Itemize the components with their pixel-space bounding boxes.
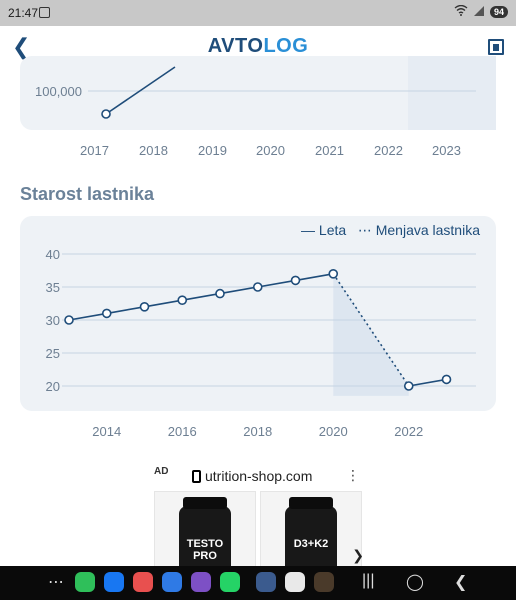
facebook-app-icon[interactable]	[104, 572, 124, 592]
wifi-icon	[454, 4, 468, 19]
x-tick-label: 2021	[315, 143, 344, 158]
x-tick-label: 2018	[243, 424, 272, 439]
chart-legend: — Leta ⋯ Menjava lastnika	[301, 222, 480, 239]
y-tick-label: 40	[46, 247, 60, 262]
messages-app-icon[interactable]	[162, 572, 182, 592]
data-point	[101, 308, 112, 319]
legend-solid-icon: —	[301, 222, 316, 238]
brand-logo-icon	[192, 470, 201, 483]
ad-product[interactable]: D3+K2	[260, 491, 362, 567]
battery-icon: 94	[489, 6, 508, 18]
recent-apps-icon[interactable]: |||	[362, 572, 375, 589]
chevron-right-icon[interactable]: ❯	[352, 547, 364, 563]
x-tick-label: 2016	[168, 424, 197, 439]
y-tick-label: 35	[46, 280, 60, 295]
data-point	[215, 288, 225, 299]
supplement-bottle: D3+K2	[285, 497, 337, 566]
supplement-bottle: TESTO PRO	[179, 497, 231, 566]
owner-change-shade	[333, 273, 409, 396]
ad-domain[interactable]: utrition-shop.com	[192, 468, 312, 484]
viber-app-icon[interactable]	[191, 572, 211, 592]
mileage-series-line	[105, 66, 176, 115]
x-tick-label: 2017	[80, 143, 109, 158]
ad-banner[interactable]: AD utrition-shop.com ⋮ TESTO PRO D3+K2 ❯	[148, 463, 368, 567]
data-point	[441, 374, 452, 385]
legend-leta: Leta	[318, 222, 347, 238]
status-bar: 21:47 94	[0, 0, 516, 26]
car-app-icon[interactable]	[256, 572, 276, 592]
bookmark-icon[interactable]	[488, 39, 504, 55]
data-point	[403, 381, 414, 391]
data-point	[64, 315, 74, 325]
owner-age-chart-card	[20, 216, 496, 411]
back-arrow-icon[interactable]: ❮	[12, 34, 31, 59]
back-nav-icon[interactable]: ❮	[454, 574, 468, 591]
x-tick-label: 2020	[256, 143, 285, 158]
y-tick-label: 25	[46, 346, 60, 361]
owner-age-chart: 40 35 30 25 20 2014 2016 2018 2020 2022	[46, 247, 476, 439]
screenshot-icon	[39, 7, 50, 18]
data-point	[290, 275, 301, 286]
logo-part-avto: AVTO	[207, 35, 264, 57]
whatsapp-app-icon[interactable]	[220, 572, 240, 592]
home-icon[interactable]: ◯	[406, 574, 424, 591]
logo-part-log: LOG	[263, 35, 309, 57]
data-point	[328, 268, 339, 279]
section-title: Starost lastnika	[20, 184, 155, 204]
status-time: 21:47	[8, 6, 39, 20]
x-tick-label: 2023	[432, 143, 461, 158]
legend-dotted-icon: ⋯	[357, 222, 372, 238]
y-tick-label: 30	[46, 313, 60, 328]
data-point	[139, 301, 150, 312]
x-tick-label: 2022	[394, 424, 423, 439]
ad-product[interactable]: TESTO PRO	[154, 491, 256, 567]
leta-series-line	[408, 378, 447, 387]
product-label: TESTO PRO	[186, 538, 224, 562]
y-tick-label: 100,000	[35, 84, 82, 99]
signal-icon	[473, 5, 484, 19]
product-label: D3+K2	[293, 538, 329, 550]
x-tick-label: 2019	[198, 143, 227, 158]
ad-badge: AD	[154, 466, 169, 477]
app-logo: AVTOLOG	[0, 35, 516, 58]
data-point	[177, 295, 188, 306]
camera-app-icon[interactable]	[285, 572, 305, 592]
data-point	[252, 282, 263, 292]
status-right: 94	[454, 4, 508, 19]
data-point	[101, 109, 111, 119]
phone-app-icon[interactable]	[75, 572, 95, 592]
system-nav-bar: ⋯ ||| ◯ ❮	[0, 566, 516, 600]
folder-app-icon[interactable]	[314, 572, 334, 592]
app-grid-icon[interactable]: ⋯	[48, 574, 64, 591]
x-tick-label: 2014	[92, 424, 121, 439]
x-tick-label: 2018	[139, 143, 168, 158]
ad-domain-text: utrition-shop.com	[205, 468, 313, 484]
x-tick-label: 2022	[374, 143, 403, 158]
x-tick-label: 2020	[319, 424, 348, 439]
more-options-icon[interactable]: ⋮	[346, 467, 360, 483]
legend-menjava: Menjava lastnika	[375, 222, 480, 238]
y-tick-label: 20	[46, 379, 60, 394]
gallery-app-icon[interactable]	[133, 572, 153, 592]
mileage-chart	[88, 56, 496, 130]
leta-series-line	[68, 273, 334, 321]
